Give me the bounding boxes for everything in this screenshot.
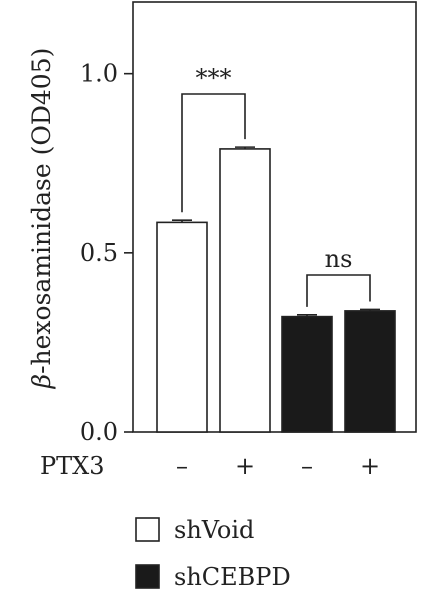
x-axis: PTX3 – + – + bbox=[40, 452, 380, 480]
significance-label: ns bbox=[325, 245, 353, 273]
plot-border bbox=[132, 1, 417, 433]
y-tick-label: 0.0 bbox=[80, 418, 118, 446]
bar bbox=[156, 221, 208, 433]
plot-frame bbox=[132, 1, 417, 433]
legend: shVoid shCEBPD bbox=[135, 516, 291, 591]
bars bbox=[156, 146, 396, 433]
x-tick-label: + bbox=[360, 452, 380, 480]
significance-label: *** bbox=[196, 64, 232, 92]
legend-swatch bbox=[135, 517, 160, 542]
x-tick-label: – bbox=[176, 452, 188, 480]
y-axis-title: β-hexosaminidase (OD405) bbox=[27, 48, 56, 390]
x-tick-label: – bbox=[301, 452, 313, 480]
bar bbox=[281, 315, 333, 433]
significance-annotations: *** ns bbox=[181, 64, 371, 307]
legend-swatch bbox=[135, 564, 160, 589]
significance-bracket bbox=[181, 93, 246, 213]
legend-label: shCEBPD bbox=[174, 563, 291, 591]
significance-bracket bbox=[306, 274, 371, 307]
x-tick-label: + bbox=[235, 452, 255, 480]
x-axis-title: PTX3 bbox=[40, 452, 105, 480]
y-tick-label: 1.0 bbox=[80, 60, 118, 88]
bar bbox=[344, 310, 396, 433]
y-axis-title-text: -hexosaminidase (OD405) bbox=[27, 48, 56, 374]
legend-label: shVoid bbox=[174, 516, 254, 544]
y-axis: 0.0 0.5 1.0 bbox=[80, 60, 133, 446]
y-axis-title-greek: β bbox=[27, 374, 56, 389]
y-tick-label: 0.5 bbox=[80, 239, 118, 267]
bar bbox=[219, 148, 271, 433]
